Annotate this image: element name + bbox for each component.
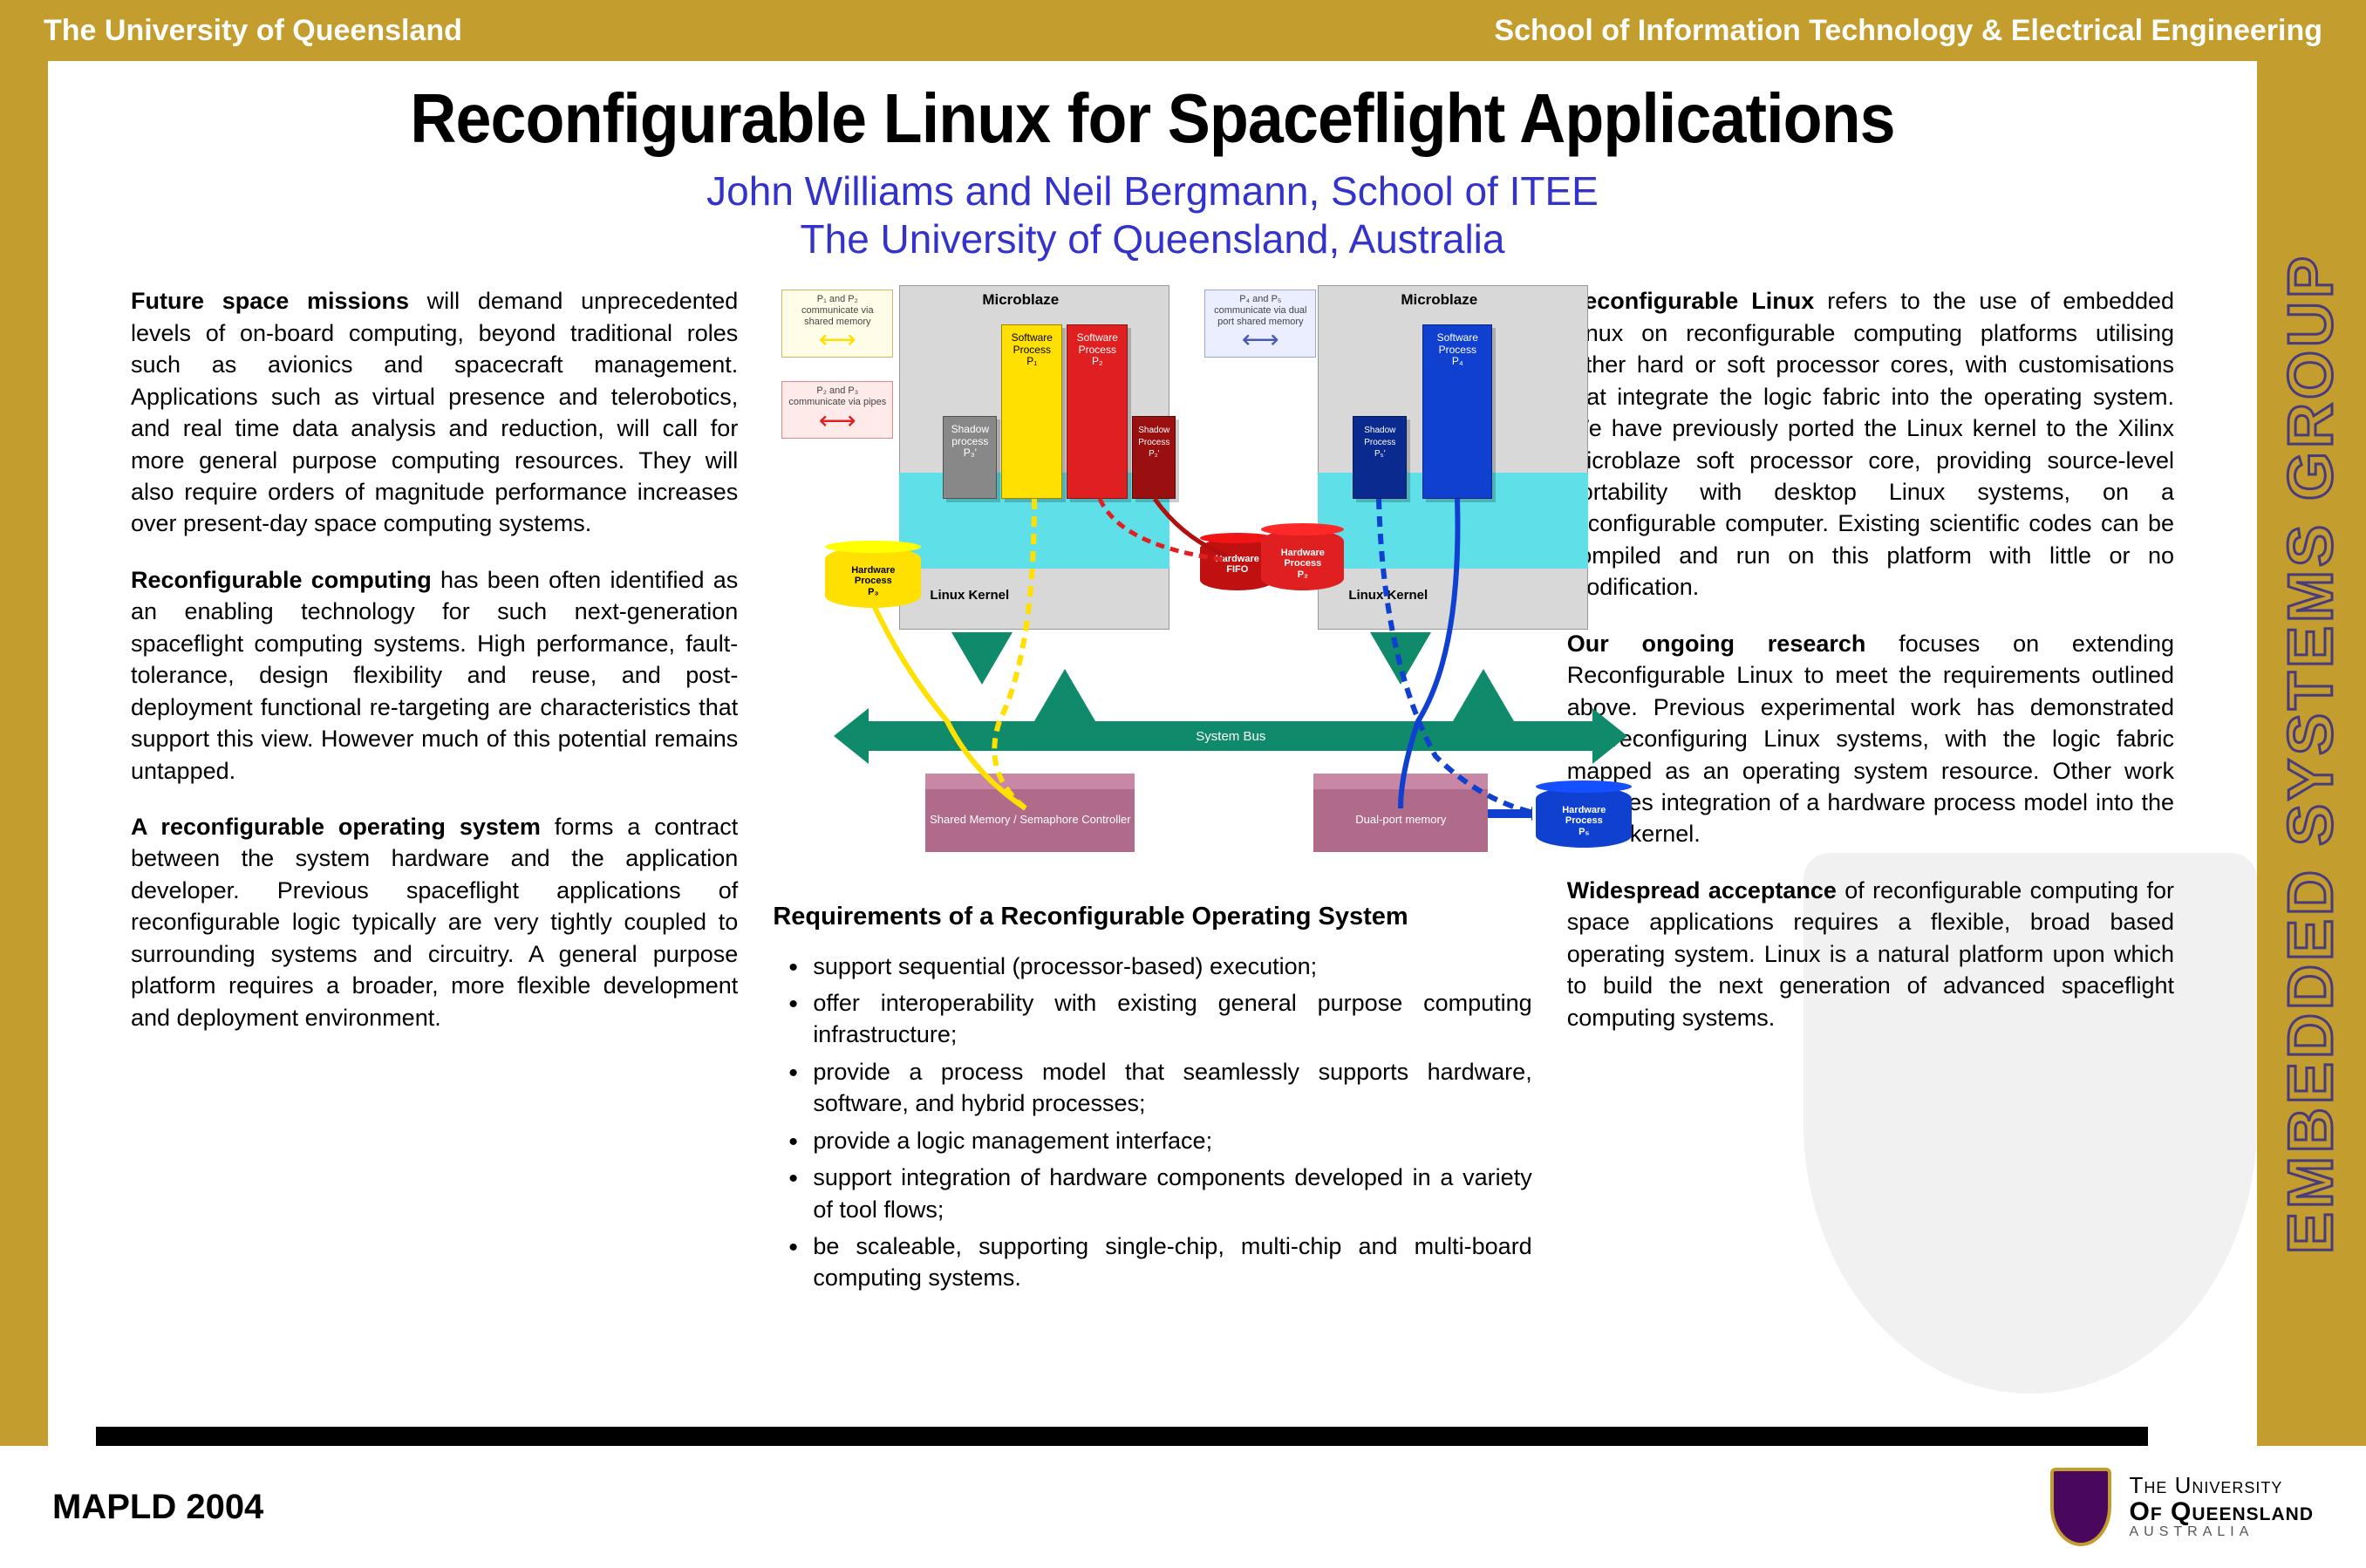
left-p1-lead: Future space missions	[131, 288, 409, 314]
left-p3-body: forms a contract between the system hard…	[131, 814, 738, 1031]
note-dual: P₄ and P₅ communicate via dual port shar…	[1204, 290, 1316, 358]
hw-p5-cyl: Hardware Process P₅	[1536, 787, 1632, 848]
right-p2: Our ongoing research focuses on extendin…	[1567, 628, 2174, 850]
sw-p4: Software Process P₄	[1422, 324, 1492, 499]
dualport-mem: Dual-port memory	[1313, 774, 1488, 852]
content-area: Reconfigurable Linux for Spaceflight App…	[48, 61, 2257, 1446]
req-item: be scaleable, supporting single-chip, mu…	[788, 1231, 1531, 1294]
shadow-p5: Shadow Process P₅'	[1353, 416, 1407, 499]
side-label: EMBEDDED SYSTEMS GROUP	[2276, 253, 2348, 1254]
req-item: provide a logic management interface;	[788, 1125, 1531, 1156]
mb-left-label: Microblaze	[982, 290, 1059, 310]
arrow-red-icon: ⟷	[788, 408, 887, 434]
left-p2-lead: Reconfigurable computing	[131, 567, 432, 593]
shadow-p3: Shadow process P₃'	[943, 416, 997, 499]
left-p3-lead: A reconfigurable operating system	[131, 814, 541, 840]
poster-title: Reconfigurable Linux for Spaceflight App…	[136, 78, 2168, 159]
uq-line1: The University	[2129, 1474, 2314, 1497]
architecture-diagram: Microblaze Linux Kernel Microblaze Linux…	[773, 285, 1531, 878]
varrow-left-up	[1034, 669, 1095, 721]
dualport-mem-label: Dual-port memory	[1355, 813, 1446, 826]
left-p1: Future space missions will demand unprec…	[131, 285, 738, 540]
system-bus-label: System Bus	[1196, 729, 1265, 744]
uq-line2: Of Queensland	[2129, 1498, 2314, 1526]
req-item: provide a process model that seamlessly …	[788, 1056, 1531, 1120]
shared-mem: Shared Memory / Semaphore Controller	[925, 774, 1135, 852]
right-p1: Reconfigurable Linux refers to the use o…	[1567, 285, 2174, 603]
uq-line3: AUSTRALIA	[2129, 1525, 2314, 1540]
right-p1-lead: Reconfigurable Linux	[1567, 288, 1815, 314]
note-shm: P₁ and P₂ communicate via shared memory …	[781, 290, 893, 358]
left-p2: Reconfigurable computing has been often …	[131, 564, 738, 787]
authors: John Williams and Neil Bergmann, School …	[48, 167, 2257, 263]
req-heading: Requirements of a Reconfigurable Operati…	[773, 900, 1531, 934]
top-bar: The University of Queensland School of I…	[0, 0, 2366, 61]
header-right: School of Information Technology & Elect…	[1494, 14, 2322, 48]
center-column: Microblaze Linux Kernel Microblaze Linux…	[773, 285, 1531, 1299]
uq-text: The University Of Queensland AUSTRALIA	[2129, 1474, 2314, 1540]
uq-crest-icon	[2050, 1468, 2111, 1546]
shared-mem-label: Shared Memory / Semaphore Controller	[930, 813, 1131, 826]
authors-line2: The University of Queensland, Australia	[48, 215, 2257, 263]
shadow-p2: Shadow Process P₂'	[1132, 416, 1176, 499]
right-p1-body: refers to the use of embedded Linux on r…	[1567, 288, 2174, 600]
req-item: support sequential (processor-based) exe…	[788, 951, 1531, 982]
mb-right-label: Microblaze	[1401, 290, 1477, 310]
hw-p3-cyl: Hardware Process P₃	[825, 547, 921, 608]
authors-line1: John Williams and Neil Bergmann, School …	[48, 167, 2257, 215]
note-pipes: P₂ and P₃ communicate via pipes ⟷	[781, 381, 893, 438]
varrow-right-down	[1370, 632, 1431, 685]
right-p2-body: focuses on extending Reconfigurable Linu…	[1567, 631, 2174, 848]
kernel-right: Linux Kernel	[1348, 587, 1428, 604]
arrow-blue-icon: ⟷	[1210, 327, 1310, 353]
arrow-yellow-icon: ⟷	[788, 327, 887, 353]
main-frame: Reconfigurable Linux for Spaceflight App…	[0, 61, 2366, 1446]
varrow-right-up	[1453, 669, 1514, 721]
black-divider	[96, 1427, 2148, 1446]
sw-p1: Software Process P₁	[1001, 324, 1062, 499]
footer-left: MAPLD 2004	[52, 1488, 263, 1527]
right-p2-lead: Our ongoing research	[1567, 631, 1866, 657]
uq-watermark	[1803, 853, 2257, 1394]
left-p3: A reconfigurable operating system forms …	[131, 811, 738, 1033]
sw-p2: Software Process P₂	[1067, 324, 1128, 499]
req-list: support sequential (processor-based) exe…	[773, 951, 1531, 1294]
left-gold-bar	[0, 61, 48, 1446]
varrow-left-down	[951, 632, 1013, 685]
left-p2-body: has been often identified as an enabling…	[131, 567, 738, 784]
system-bus: System Bus	[869, 721, 1592, 751]
req-item: support integration of hardware componen…	[788, 1162, 1531, 1225]
kernel-left: Linux Kernel	[930, 587, 1009, 604]
footer-right: The University Of Queensland AUSTRALIA	[2050, 1468, 2314, 1546]
req-item: offer interoperability with existing gen…	[788, 987, 1531, 1051]
left-column: Future space missions will demand unprec…	[131, 285, 738, 1299]
right-p3-lead: Widespread acceptance	[1567, 877, 1837, 903]
footer: MAPLD 2004 The University Of Queensland …	[0, 1446, 2366, 1568]
hw-p2-cyl: Hardware Process P₂	[1261, 529, 1344, 590]
header-left: The University of Queensland	[44, 14, 462, 48]
right-gold-bar: EMBEDDED SYSTEMS GROUP	[2257, 61, 2366, 1446]
left-p1-body: will demand unprecedented levels of on-b…	[131, 288, 738, 536]
